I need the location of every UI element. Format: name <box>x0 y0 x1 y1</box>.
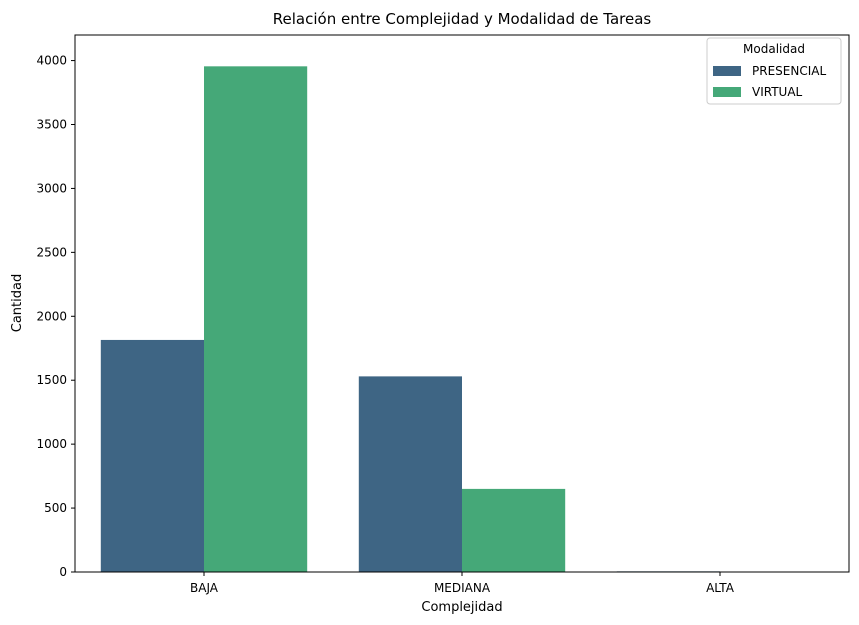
legend-swatch-presencial <box>713 66 741 76</box>
y-tick-label: 1500 <box>36 373 67 387</box>
legend-title: Modalidad <box>743 42 805 56</box>
y-tick-label: 500 <box>44 501 67 515</box>
bar-presencial-baja <box>100 339 204 572</box>
y-tick-label: 0 <box>59 565 67 579</box>
y-tick-label: 1000 <box>36 437 67 451</box>
y-tick-label: 2500 <box>36 245 67 259</box>
legend-label-virtual: VIRTUAL <box>752 85 803 99</box>
legend-swatch-virtual <box>713 87 741 97</box>
legend: Modalidad PRESENCIAL VIRTUAL <box>706 37 842 105</box>
bar-virtual-baja <box>204 66 308 572</box>
x-tick-label-baja: BAJA <box>190 581 219 595</box>
x-axis-label: Complejidad <box>421 600 502 615</box>
bars-group <box>100 66 824 572</box>
bar-presencial-mediana <box>358 376 462 572</box>
y-axis: 0 500 1000 1500 2000 2500 3000 3500 4000 <box>36 54 75 579</box>
y-tick-label: 3500 <box>36 118 67 132</box>
y-axis-label: Cantidad <box>10 274 25 332</box>
y-tick-label: 3000 <box>36 181 67 195</box>
x-tick-label-alta: ALTA <box>706 581 735 595</box>
y-tick-label: 2000 <box>36 309 67 323</box>
legend-label-presencial: PRESENCIAL <box>752 64 826 78</box>
bar-virtual-mediana <box>462 488 566 572</box>
y-tick-label: 4000 <box>36 54 67 68</box>
chart-title: Relación entre Complejidad y Modalidad d… <box>273 10 652 28</box>
x-axis: BAJA MEDIANA ALTA <box>190 572 735 595</box>
x-tick-label-mediana: MEDIANA <box>434 581 491 595</box>
